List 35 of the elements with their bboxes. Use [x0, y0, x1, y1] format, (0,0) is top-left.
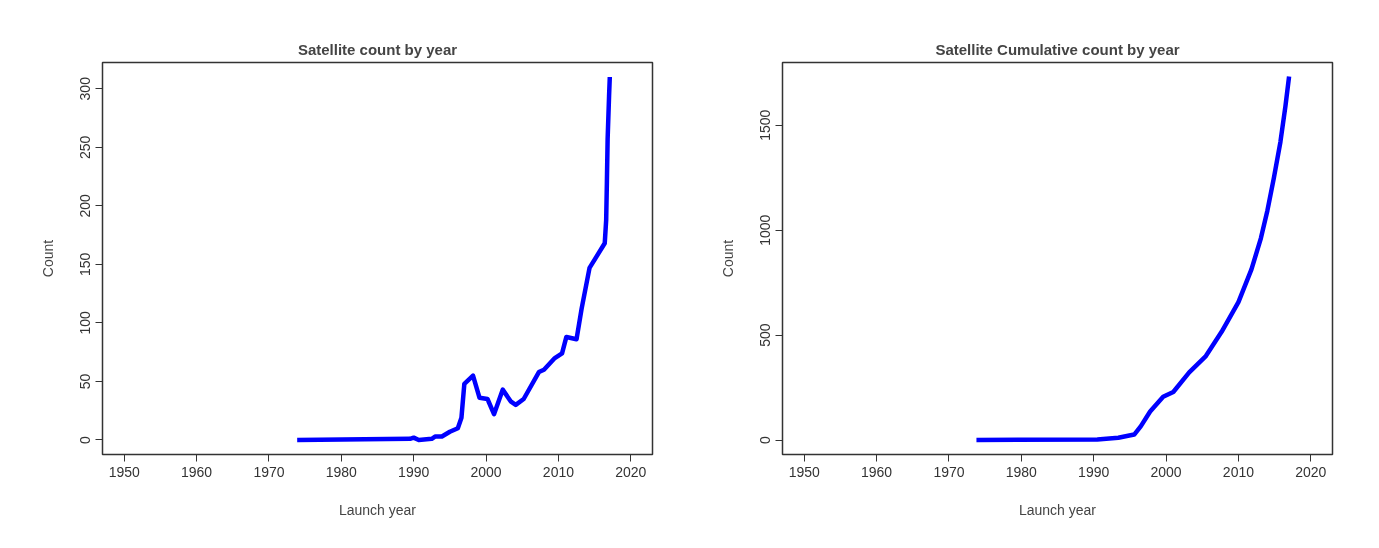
- x-axis-title: Launch year: [338, 501, 417, 518]
- x-tick-label: 1980: [1005, 463, 1038, 480]
- x-tick-label: 2020: [1295, 463, 1327, 480]
- y-tick-label: 50: [77, 373, 94, 390]
- y-tick-label: 1000: [757, 214, 774, 246]
- x-tick-label: 2000: [470, 463, 502, 480]
- x-tick-label: 1960: [861, 463, 893, 480]
- y-axis-title: Count: [39, 239, 56, 278]
- y-tick-label: 500: [757, 323, 774, 347]
- x-tick-label: 1970: [933, 463, 965, 480]
- y-tick-label: 200: [77, 193, 94, 218]
- x-axis-title: Launch year: [1018, 501, 1097, 518]
- y-tick-label: 1500: [757, 109, 774, 141]
- x-tick-label: 1970: [253, 463, 285, 480]
- x-tick-label: 2010: [542, 463, 575, 480]
- y-tick-label: 150: [77, 252, 94, 277]
- y-tick-label: 0: [757, 435, 774, 444]
- x-tick-label: 1960: [181, 463, 213, 480]
- x-tick-label: 2000: [1150, 463, 1182, 480]
- x-tick-label: 2010: [1222, 463, 1255, 480]
- chart-title: Satellite count by year: [297, 40, 458, 58]
- x-tick-label: 1950: [788, 463, 820, 480]
- line-series: [294, 74, 613, 443]
- x-tick-label: 1990: [1078, 463, 1110, 480]
- chart-title: Satellite Cumulative count by year: [935, 40, 1180, 58]
- y-axis-title: Count: [719, 239, 736, 278]
- y-tick-label: 250: [77, 135, 94, 159]
- x-tick-label: 1990: [398, 463, 430, 480]
- x-tick-label: 1980: [325, 463, 358, 480]
- y-tick-label: 0: [77, 435, 94, 444]
- y-tick-label: 300: [77, 76, 94, 101]
- x-tick-label: 2020: [615, 463, 647, 480]
- x-tick-label: 1950: [108, 463, 140, 480]
- y-tick-label: 100: [77, 311, 94, 335]
- line-series: [974, 74, 1292, 443]
